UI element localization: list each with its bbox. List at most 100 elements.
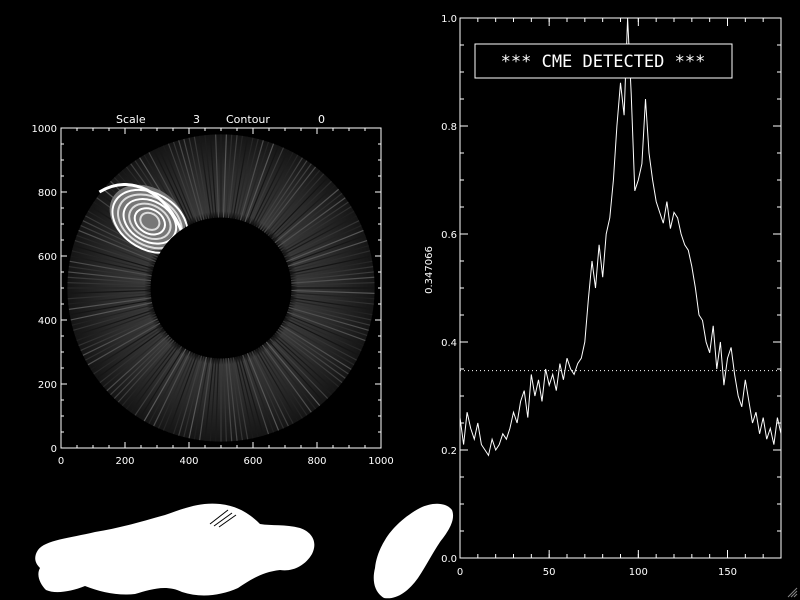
corona-streak [274,332,340,388]
corona-streak [106,334,170,392]
corona-streak [67,292,151,300]
corona-streak [239,355,264,436]
left-y-tick-label: 1000 [32,124,57,135]
corona-streak [102,332,168,388]
corona-streak [172,141,200,222]
corona-streak [290,266,374,279]
corona-streak [255,348,299,422]
corona-streak [222,358,227,442]
corona-streak [82,220,158,258]
corona-streak [251,351,289,427]
corona-streak [280,324,352,370]
corona-streak [287,239,368,267]
right-x-tick-label: 100 [629,567,648,578]
corona-streak [290,294,374,305]
corona-streak [257,347,303,419]
corona-streak [209,358,217,442]
corona-streak [253,349,294,424]
cme-detected-banner: *** CME DETECTED *** [501,52,706,72]
left-axis-ticks: 0 200 400 600 800 1000 0 200 400 600 800 1000 [32,124,394,467]
corona-streak [244,143,275,223]
corona-streak [253,152,294,227]
corona-streak [204,357,215,441]
corona-streak [291,282,375,287]
corona-streak [178,355,203,436]
corona-streak [193,357,210,440]
left-y-tick-label: 800 [38,188,57,199]
corona-streak [242,354,270,435]
corona-streak [284,318,360,356]
corona-streak [82,318,158,356]
corona-streak [71,304,153,326]
corona-streak [80,316,157,352]
corona-streak [113,338,173,399]
corona-streak [289,250,371,272]
corona-streak [199,357,212,441]
corona-streak [267,339,325,403]
y-axis-label: 0.347066 [424,246,435,294]
left-y-tick-label: 200 [38,380,57,391]
corona-streak [272,334,336,392]
corona-streak [93,326,163,375]
corona-streak [235,356,254,439]
corona-streak [209,134,217,218]
resize-grip-icon[interactable] [786,586,798,598]
right-y-tick-label: 0.8 [441,122,457,133]
corona-streak [237,138,259,220]
left-y-tick-label: 400 [38,316,57,327]
corona-streak [70,302,153,321]
left-x-tick-label: 600 [243,456,262,467]
corona-streak [251,149,289,225]
corona-streak [263,343,317,410]
corona-streak [244,353,275,433]
corona-streak [286,234,366,265]
corona-streak [76,234,156,265]
banner-box [474,43,733,79]
corona-streak [277,328,346,379]
corona-streak [232,136,249,219]
corona-streak [227,357,238,441]
corona-streak [281,210,355,254]
corona-streak [78,313,156,347]
corona-streak [271,336,332,396]
corona-streak [285,224,362,260]
corona-streak [117,339,175,403]
corona-streak [288,245,369,270]
corona-streak [230,357,243,441]
corona-streak [68,297,152,310]
right-y-tick-label: 0.6 [441,230,457,241]
bottom-mask-blobs [35,503,454,599]
corona-streak [263,166,317,233]
corona-streak [227,135,238,219]
corona-streak [67,282,151,287]
mask-blob-detail [209,509,237,528]
contour-value: 0 [318,113,325,126]
corona-streak [289,302,372,321]
right-y-tick-label: 0.2 [441,446,457,457]
corona-streak [199,135,212,219]
corona-streak [289,304,371,326]
corona-streak [279,201,349,250]
corona-streak [225,134,233,218]
corona-streak [143,348,187,422]
cme-line-chart: 0 50 100 150 0.0 0.2 0.4 0.6 0.8 1.0 0.347066 ***… [424,14,782,578]
corona-streak [269,177,329,238]
corona-streak [277,197,346,248]
left-y-tick-label: 0 [51,444,57,455]
corona-streak [246,353,280,431]
left-x-tick-label: 1000 [368,456,393,467]
left-y-tick-label: 600 [38,252,57,263]
corona-streak [255,154,299,228]
corona-streak [284,220,360,258]
cme-bright-feature [98,183,189,254]
corona-streak [134,346,183,416]
corona-streak [274,188,340,244]
corona-streak [286,229,364,263]
contour-label: Contour [226,113,270,126]
corona-streak [249,147,285,224]
right-y-tick-label: 0.0 [441,554,457,565]
corona-streak [73,306,154,331]
corona-streak [230,135,243,219]
corona-streak [261,344,312,413]
corona-streak [239,140,264,221]
